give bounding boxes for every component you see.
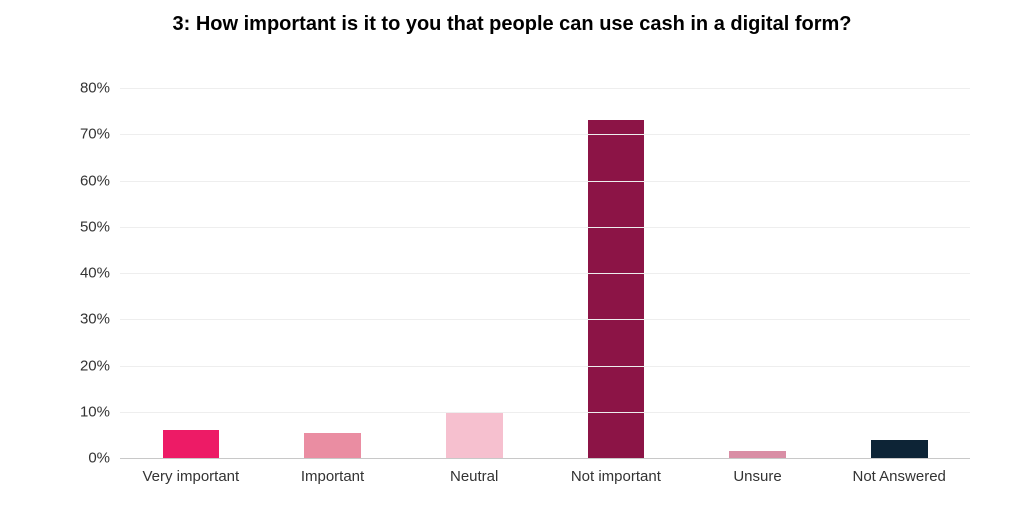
gridline <box>120 134 970 135</box>
x-tick-label: Neutral <box>450 468 498 485</box>
y-tick-label: 30% <box>80 311 110 328</box>
bar <box>304 433 361 458</box>
y-tick-label: 40% <box>80 265 110 282</box>
gridline <box>120 273 970 274</box>
y-tick-label: 10% <box>80 403 110 420</box>
gridline <box>120 319 970 320</box>
chart-title: 3: How important is it to you that peopl… <box>0 12 1024 37</box>
x-tick-label: Not important <box>571 468 661 485</box>
chart-container: 3: How important is it to you that peopl… <box>0 0 1024 530</box>
gridline <box>120 458 970 459</box>
bar <box>871 440 928 459</box>
gridline <box>120 181 970 182</box>
gridline <box>120 412 970 413</box>
y-tick-label: 60% <box>80 172 110 189</box>
y-tick-label: 0% <box>88 450 110 467</box>
x-tick-label: Very important <box>142 468 239 485</box>
x-tick-label: Unsure <box>733 468 781 485</box>
bar <box>446 412 503 458</box>
x-tick-label: Important <box>301 468 364 485</box>
x-tick-label: Not Answered <box>852 468 945 485</box>
bar <box>729 451 786 458</box>
y-tick-label: 20% <box>80 357 110 374</box>
y-tick-label: 80% <box>80 80 110 97</box>
y-tick-label: 70% <box>80 126 110 143</box>
bar <box>163 430 220 458</box>
gridline <box>120 366 970 367</box>
plot-area: Very importantImportantNeutralNot import… <box>120 88 970 458</box>
y-tick-label: 50% <box>80 218 110 235</box>
gridline <box>120 88 970 89</box>
bar <box>588 120 645 458</box>
gridline <box>120 227 970 228</box>
